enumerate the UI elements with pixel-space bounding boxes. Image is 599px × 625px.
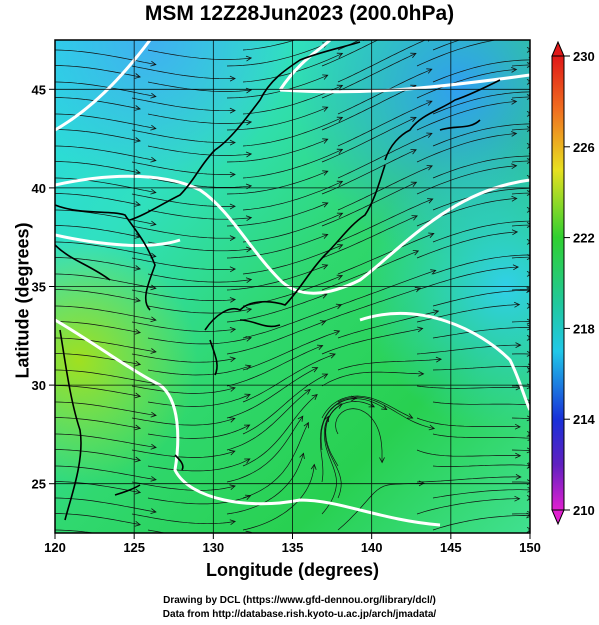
colorbar: 230 226 222 218 214 210 bbox=[551, 40, 595, 526]
x-tick-label: 135 bbox=[282, 540, 304, 555]
x-tick-label: 120 bbox=[44, 540, 66, 555]
y-tick-label: 25 bbox=[32, 477, 46, 492]
y-tick-label: 35 bbox=[32, 280, 46, 295]
x-tick-label: 150 bbox=[519, 540, 541, 555]
x-tick-label: 130 bbox=[202, 540, 224, 555]
colorbar-tick-label: 226 bbox=[573, 140, 595, 155]
colorbar-tick-label: 218 bbox=[573, 321, 595, 336]
y-tick-label: 40 bbox=[32, 181, 46, 196]
y-axis-title: Latitude (degrees) bbox=[12, 222, 33, 379]
x-tick-label: 140 bbox=[361, 540, 383, 555]
y-tick-label: 45 bbox=[32, 82, 46, 97]
white-contours bbox=[55, 40, 530, 527]
coastline bbox=[55, 41, 501, 521]
colorbar-tick-label: 230 bbox=[573, 49, 595, 64]
map-title: MSM 12Z28Jun2023 (200.0hPa) bbox=[144, 2, 455, 25]
streamlines bbox=[55, 40, 530, 533]
colorbar-tick-label: 222 bbox=[573, 231, 595, 246]
y-tick-label: 30 bbox=[32, 378, 46, 393]
colorbar-tick-label: 214 bbox=[573, 412, 595, 427]
lat-lon-grid bbox=[55, 40, 530, 533]
colorbar-tick-label: 210 bbox=[573, 503, 595, 518]
credit-drawing: Drawing by DCL (https://www.gfd-dennou.o… bbox=[163, 595, 436, 606]
y-tick-labels: 25 30 35 40 45 bbox=[32, 82, 55, 492]
x-axis-title: Longitude (degrees) bbox=[205, 560, 379, 580]
credit-data: Data from http://database.rish.kyoto-u.a… bbox=[162, 609, 437, 620]
x-tick-label: 125 bbox=[123, 540, 145, 555]
x-tick-labels: 120 125 130 135 140 145 150 bbox=[44, 533, 541, 555]
x-tick-label: 145 bbox=[440, 540, 462, 555]
